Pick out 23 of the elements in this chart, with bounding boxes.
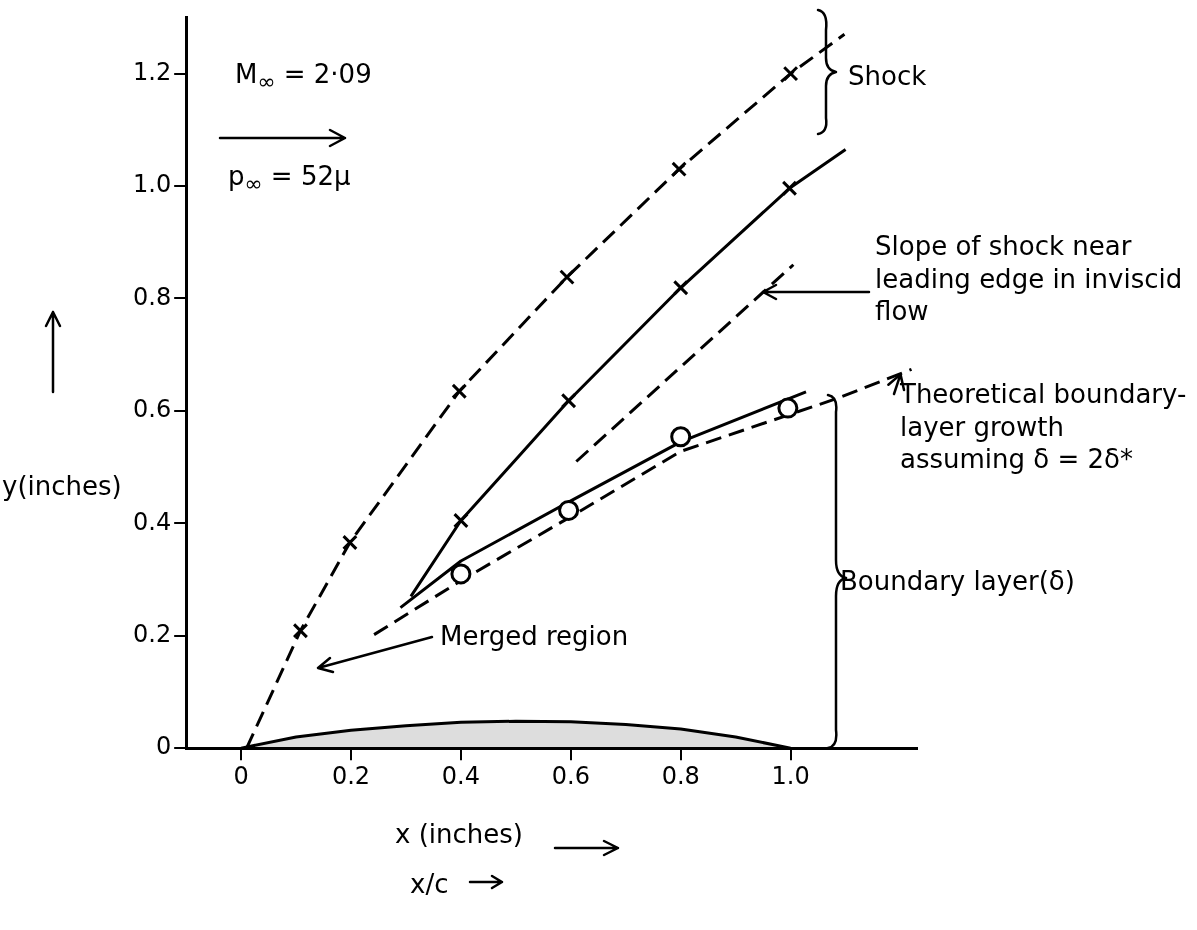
y-tick-label: 0.6 [133,395,172,424]
y-tick-label: 1.0 [133,170,172,199]
y-tick-label: 0.4 [133,507,172,536]
y-tick-label: 0.2 [133,620,172,648]
x-tick-label: 0 [233,761,249,790]
annotation: M$_{∞}$ = 2·09 [235,58,372,96]
x-tick-label: 0.8 [661,761,700,790]
x-tick-label: 1.0 [771,761,810,790]
x-tick-label: 0.4 [441,761,480,790]
y-tick-label: 0.8 [133,282,172,311]
x-tick-label: 0.2 [331,761,371,790]
text: x/c [410,868,449,901]
y-axis-title: y(inches) [2,470,122,503]
y-tick-label: 1.2 [133,57,172,86]
annotation: Boundary layer(δ) [840,565,1075,598]
x-tick-label: 0.6 [551,761,590,790]
annotation: Slope of shock near leading edge in inviscid flow [875,230,1184,328]
annotation: Merged region [440,620,629,653]
y-tick-label: 0 [155,732,172,761]
annotation: Theoretical boundary-layer growth assuming δ = 2δ* [900,378,1188,476]
annotation: Shock [848,60,927,93]
annotation: p$_{∞}$ = 52μ [228,160,351,198]
x-axis-title: x (inches) [395,818,523,851]
